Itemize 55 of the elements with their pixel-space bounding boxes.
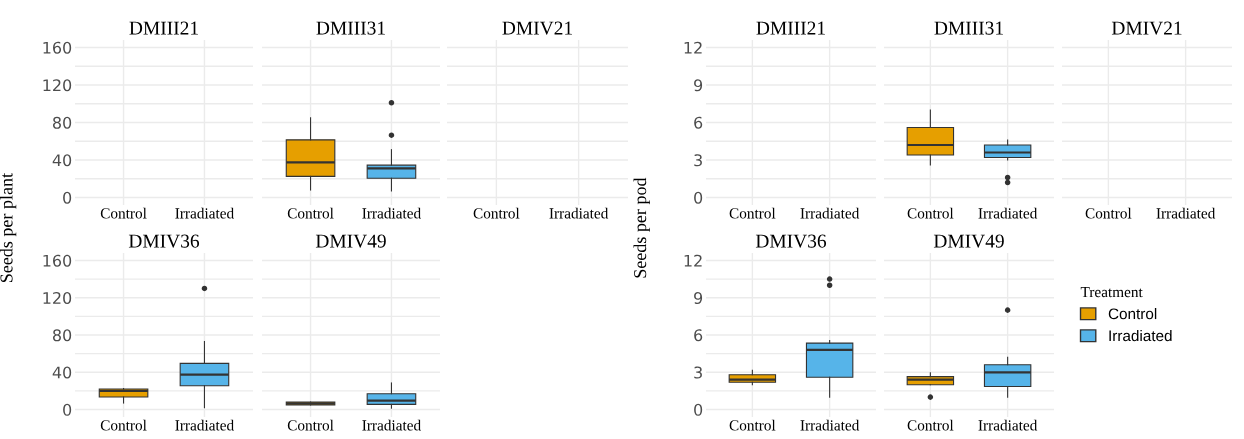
x-tick-label: Control [100,207,147,219]
y-tick-label: 0 [63,191,72,204]
y-tick-label: 160 [43,41,72,54]
x-tick-label: Irradiated [978,419,1038,431]
x-tick-label: Irradiated [362,207,421,219]
x-tick-label: Irradiated [175,207,234,219]
y-tick-label: 80 [52,329,72,342]
x-tick-label: Irradiated [800,419,860,431]
x-tick-label: Control [729,207,776,219]
chart-title: DMIII21 [756,21,825,35]
chart-title: DMIII21 [129,21,198,35]
y-tick-label: 40 [52,154,72,167]
chart-title: DMIV36 [755,234,827,248]
x-tick-label: Irradiated [175,419,234,431]
y-tick-label: 0 [694,403,703,416]
x-tick-label: Irradiated [549,207,609,219]
chart-title: DMIV21 [502,21,572,35]
y-tick-label: 3 [694,154,702,167]
legend-label: Control [1108,308,1157,320]
chart-title: DMIII31 [316,21,385,35]
chart-title: DMIV49 [315,234,386,248]
chart-title: DMIV21 [1111,21,1182,35]
x-tick-label: Control [100,419,147,431]
y-tick-label: 120 [43,79,72,92]
x-tick-label: Control [287,419,334,431]
y-tick-label: 0 [694,191,703,204]
y-tick-label: 12 [684,41,702,54]
x-tick-label: Control [473,207,520,219]
chart-title: DMIV36 [128,234,200,248]
y-axis-title: Seeds per pod [633,177,650,278]
x-tick-label: Control [729,419,776,431]
y-tick-label: 120 [43,291,72,305]
y-tick-label: 160 [43,254,72,267]
x-tick-label: Control [907,419,954,431]
chart-title: DMIV49 [933,234,1004,248]
x-tick-label: Control [1085,207,1132,219]
y-tick-label: 3 [694,366,702,379]
y-tick-label: 6 [694,329,703,342]
y-tick-label: 0 [63,403,72,416]
chart-title: DMIII31 [934,21,1003,35]
x-tick-label: Control [907,207,954,219]
y-axis-title: Seeds per plant [0,173,17,283]
x-tick-label: Control [287,207,334,219]
y-tick-label: 6 [694,116,703,129]
x-tick-label: Irradiated [800,207,860,219]
y-tick-label: 9 [694,79,703,92]
y-tick-label: 12 [684,254,702,267]
y-tick-label: 9 [694,291,703,305]
x-tick-label: Irradiated [1156,207,1216,219]
y-tick-label: 80 [52,116,72,129]
legend-label: Irradiated [1109,329,1172,342]
legend-title: Treatment [1080,287,1143,298]
y-tick-label: 40 [52,366,72,379]
x-tick-label: Irradiated [978,207,1038,219]
x-tick-label: Irradiated [362,419,421,431]
